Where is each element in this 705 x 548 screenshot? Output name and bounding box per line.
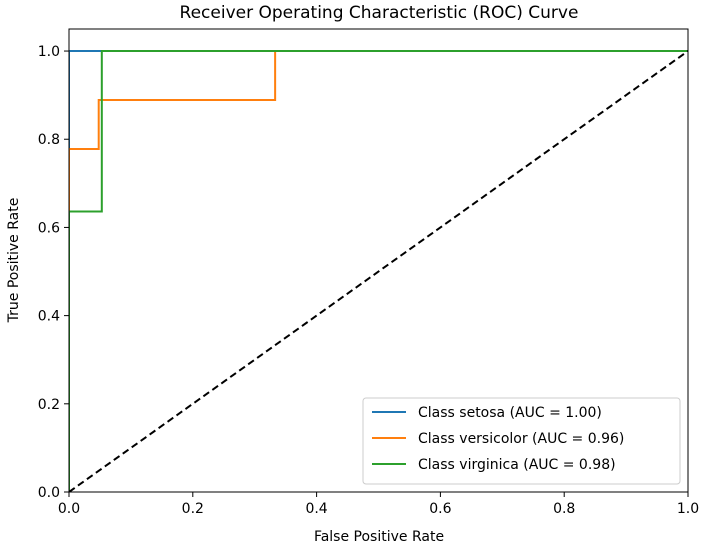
x-tick-label: 0.8 (553, 501, 575, 517)
legend-box (362, 397, 681, 485)
chart-title: Receiver Operating Characteristic (ROC) … (180, 3, 579, 23)
y-tick-label: 0.0 (38, 485, 60, 501)
roc-line-series-2 (69, 50, 688, 492)
legend: Class setosa (AUC = 1.00) Class versicolo… (362, 397, 681, 485)
y-axis-label: True Positive Rate (6, 198, 22, 324)
legend-label: Class versicolor (AUC = 0.96) (418, 431, 624, 447)
legend-label: Class virginica (AUC = 0.98) (418, 457, 616, 473)
x-tick-label: 0.4 (305, 501, 327, 517)
x-axis: 0.0 0.2 0.4 0.6 0.8 1.0 (58, 492, 699, 517)
legend-label: Class setosa (AUC = 1.00) (418, 405, 602, 421)
x-tick-label: 0.6 (429, 501, 451, 517)
x-tick-label: 1.0 (677, 501, 699, 517)
y-axis: 0.0 0.2 0.4 0.6 0.8 1.0 (38, 44, 69, 501)
y-tick-label: 0.6 (38, 220, 60, 236)
chance-diagonal-line (69, 50, 688, 492)
y-tick-label: 1.0 (38, 44, 60, 60)
x-tick-label: 0.0 (58, 501, 80, 517)
y-tick-label: 0.2 (38, 397, 60, 413)
x-tick-label: 0.2 (182, 501, 204, 517)
x-axis-label: False Positive Rate (314, 529, 444, 545)
y-tick-label: 0.8 (38, 132, 60, 148)
series-layer (69, 50, 688, 492)
plot-frame (68, 28, 689, 493)
y-tick-label: 0.4 (38, 309, 60, 325)
